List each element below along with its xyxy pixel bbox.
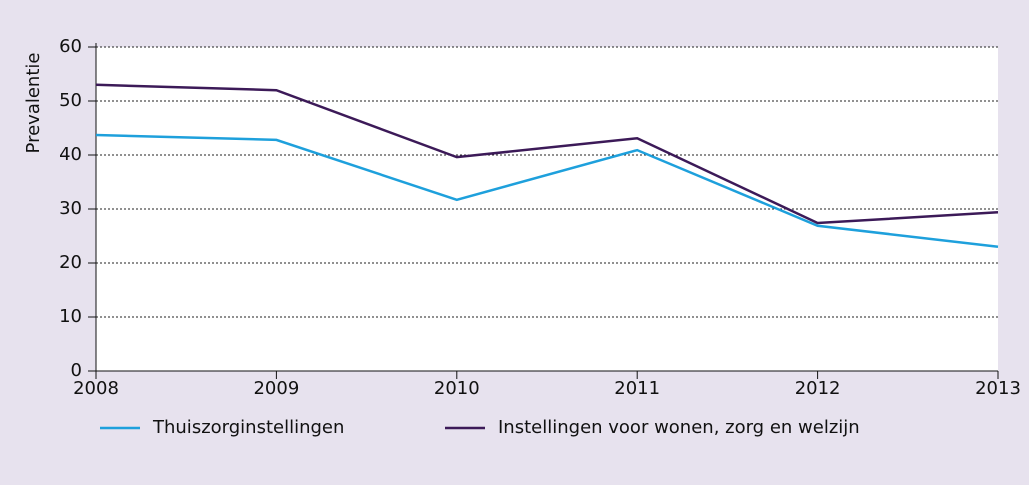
line-series <box>95 133 999 249</box>
y-tick-label: 30 <box>59 198 82 219</box>
y-tick-label: 20 <box>59 252 82 273</box>
x-tick-label: 2010 <box>434 378 480 399</box>
y-axis-label: Prevalentie <box>23 53 44 154</box>
x-tick-label: 2011 <box>614 378 660 399</box>
legend-label: Thuiszorginstellingen <box>152 417 344 438</box>
plot-area <box>96 47 998 371</box>
y-tick-label: 10 <box>59 306 82 327</box>
x-tick-label: 2009 <box>253 378 299 399</box>
x-tick-label: 2013 <box>975 378 1021 399</box>
y-tick-label: 50 <box>59 90 82 111</box>
x-tick-label: 2012 <box>795 378 841 399</box>
y-tick-label: 60 <box>59 36 82 57</box>
line-series <box>95 83 999 225</box>
legend-label: Instellingen voor wonen, zorg en welzijn <box>498 417 860 438</box>
y-tick-label: 0 <box>71 360 82 381</box>
x-tick-label: 2008 <box>73 378 119 399</box>
y-tick-label: 40 <box>59 144 82 165</box>
